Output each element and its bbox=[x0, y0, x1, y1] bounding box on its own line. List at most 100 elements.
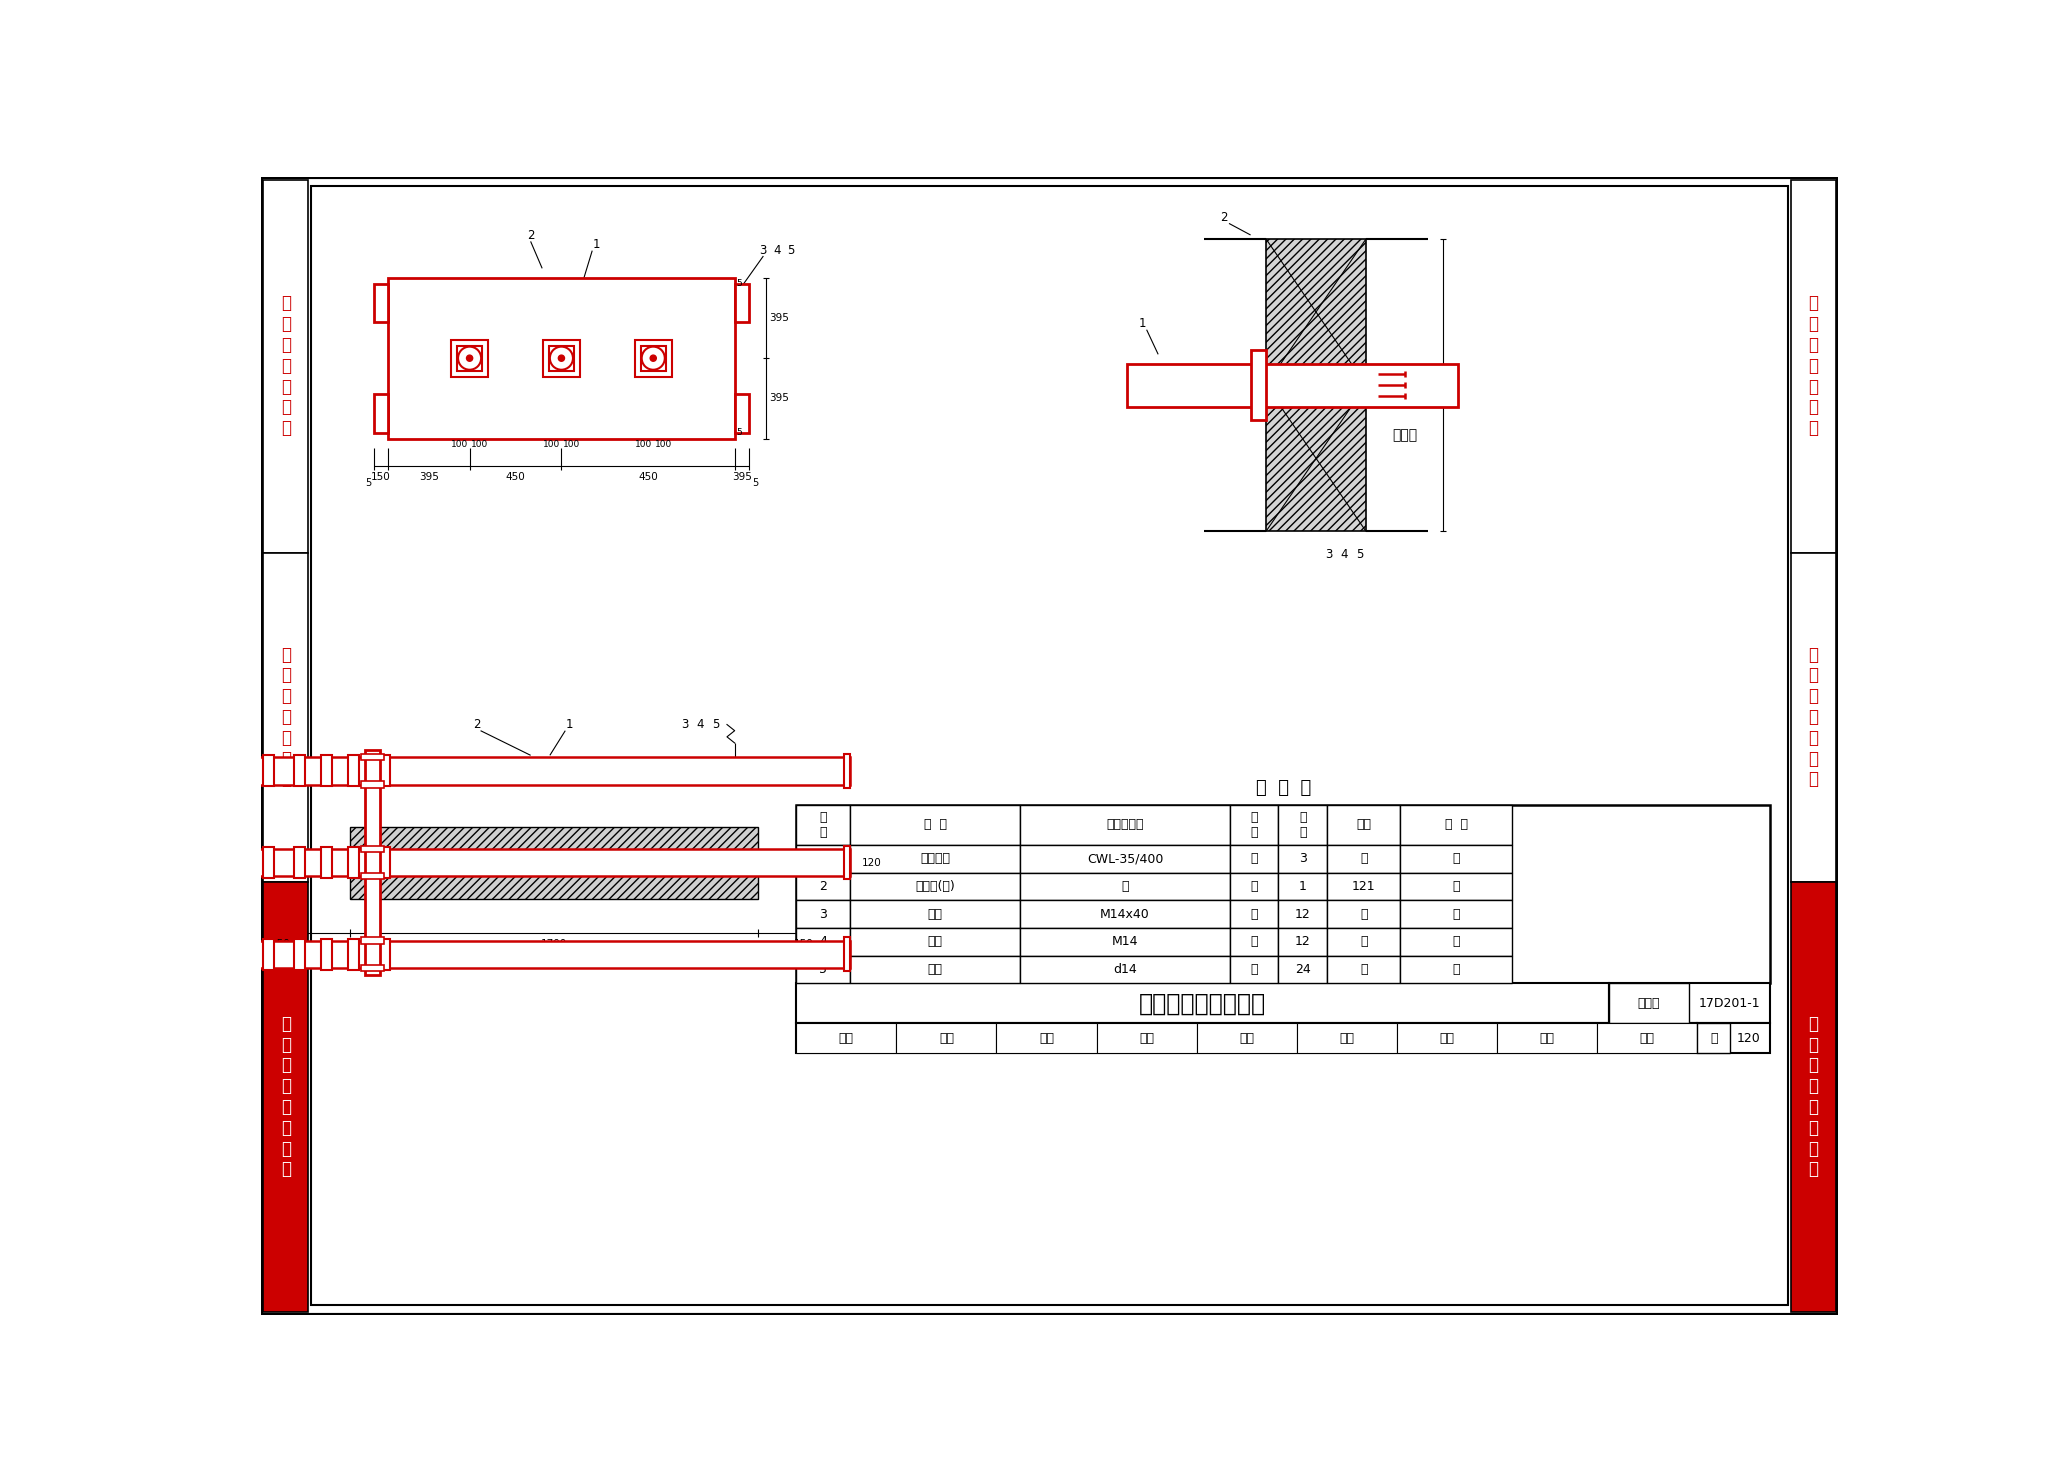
Bar bbox=[1792, 180, 1835, 552]
Bar bbox=[1401, 928, 1511, 956]
Text: 100: 100 bbox=[635, 440, 651, 449]
Bar bbox=[549, 346, 573, 371]
Bar bbox=[735, 284, 750, 322]
Bar bbox=[379, 848, 389, 877]
Bar bbox=[360, 781, 385, 787]
Bar bbox=[897, 1024, 997, 1053]
Bar bbox=[797, 984, 1608, 1024]
Bar bbox=[1401, 873, 1511, 901]
Text: 个: 个 bbox=[1251, 935, 1257, 948]
Text: 设计: 设计 bbox=[1440, 1031, 1454, 1044]
Bar bbox=[1327, 901, 1401, 928]
Text: 5: 5 bbox=[752, 477, 758, 487]
Text: 3: 3 bbox=[760, 244, 768, 257]
Bar bbox=[322, 848, 332, 877]
Text: 页: 页 bbox=[1710, 1031, 1718, 1044]
Circle shape bbox=[549, 347, 573, 369]
Text: 5: 5 bbox=[737, 279, 741, 288]
Bar bbox=[1698, 1024, 1769, 1053]
Text: 编
号: 编 号 bbox=[819, 811, 827, 839]
Bar bbox=[797, 805, 850, 845]
Bar bbox=[1497, 1024, 1597, 1053]
Text: 1: 1 bbox=[819, 852, 827, 866]
Text: －: － bbox=[1360, 963, 1368, 976]
Bar bbox=[264, 552, 307, 882]
Text: 17D201-1: 17D201-1 bbox=[1700, 997, 1761, 1010]
Text: 5: 5 bbox=[365, 477, 371, 487]
Bar bbox=[375, 394, 387, 433]
Text: －: － bbox=[1452, 880, 1460, 894]
Bar bbox=[797, 1024, 897, 1053]
Text: 明  细  表: 明 细 表 bbox=[1255, 778, 1311, 798]
Bar bbox=[1229, 845, 1278, 873]
Bar bbox=[1792, 882, 1835, 1312]
Bar bbox=[322, 755, 332, 786]
Text: 800: 800 bbox=[1448, 374, 1462, 396]
Bar bbox=[360, 938, 385, 944]
Text: 2: 2 bbox=[819, 880, 827, 894]
Bar bbox=[379, 939, 389, 969]
Text: 4: 4 bbox=[819, 935, 827, 948]
Text: 变
压
器
室
布
置
图: 变 压 器 室 布 置 图 bbox=[1808, 294, 1819, 437]
Bar bbox=[451, 340, 487, 377]
Bar bbox=[348, 755, 358, 786]
Text: 1: 1 bbox=[1298, 880, 1307, 894]
Text: d14: d14 bbox=[1114, 963, 1137, 976]
Text: 450: 450 bbox=[639, 471, 657, 482]
Bar bbox=[1020, 805, 1229, 845]
Bar bbox=[850, 845, 1020, 873]
Bar bbox=[264, 882, 307, 1312]
Text: 数
量: 数 量 bbox=[1298, 811, 1307, 839]
Text: 2: 2 bbox=[526, 229, 535, 242]
Bar bbox=[1401, 956, 1511, 984]
Text: －: － bbox=[1360, 908, 1368, 920]
Text: 型号及规格: 型号及规格 bbox=[1106, 818, 1143, 832]
Text: 个: 个 bbox=[1251, 908, 1257, 920]
Bar bbox=[348, 939, 358, 969]
Text: 150: 150 bbox=[795, 939, 813, 950]
Text: 常
用
设
备
构
件
安
装: 常 用 设 备 构 件 安 装 bbox=[1808, 1015, 1819, 1179]
Bar bbox=[1327, 873, 1401, 901]
Text: 安装板(二): 安装板(二) bbox=[915, 880, 954, 894]
Text: －: － bbox=[1360, 935, 1368, 948]
Bar bbox=[350, 874, 758, 898]
Bar bbox=[264, 848, 274, 877]
Text: 个: 个 bbox=[1251, 852, 1257, 866]
Bar bbox=[641, 346, 666, 371]
Bar bbox=[1278, 845, 1327, 873]
Bar bbox=[850, 873, 1020, 901]
Bar bbox=[850, 928, 1020, 956]
Text: 4: 4 bbox=[774, 244, 780, 257]
Bar bbox=[1020, 928, 1229, 956]
Bar bbox=[1020, 845, 1229, 873]
Bar bbox=[1229, 873, 1278, 901]
Bar bbox=[735, 394, 750, 433]
Text: 3: 3 bbox=[819, 908, 827, 920]
Bar bbox=[797, 1024, 1698, 1053]
Bar bbox=[797, 873, 850, 901]
Text: 审核: 审核 bbox=[840, 1031, 854, 1044]
Bar bbox=[295, 755, 305, 786]
Text: 100: 100 bbox=[471, 440, 487, 449]
Circle shape bbox=[649, 354, 655, 362]
Text: 100: 100 bbox=[655, 440, 672, 449]
Text: 120: 120 bbox=[862, 858, 881, 867]
Text: 1: 1 bbox=[592, 238, 600, 251]
Bar bbox=[375, 284, 387, 322]
Text: 陈旭: 陈旭 bbox=[1038, 1031, 1055, 1044]
Text: 120: 120 bbox=[1737, 1031, 1759, 1044]
Bar bbox=[1278, 956, 1327, 984]
Bar bbox=[1296, 1024, 1397, 1053]
Text: 100: 100 bbox=[451, 440, 469, 449]
Bar bbox=[322, 939, 332, 969]
Text: 2: 2 bbox=[473, 718, 481, 731]
Text: 150: 150 bbox=[371, 471, 391, 482]
Bar bbox=[1698, 1024, 1731, 1053]
Bar bbox=[850, 805, 1020, 845]
Bar bbox=[635, 340, 672, 377]
Bar bbox=[844, 753, 850, 787]
Text: 3: 3 bbox=[1325, 548, 1333, 561]
Bar bbox=[264, 180, 307, 552]
Text: －: － bbox=[1452, 908, 1460, 920]
Bar bbox=[1401, 901, 1511, 928]
